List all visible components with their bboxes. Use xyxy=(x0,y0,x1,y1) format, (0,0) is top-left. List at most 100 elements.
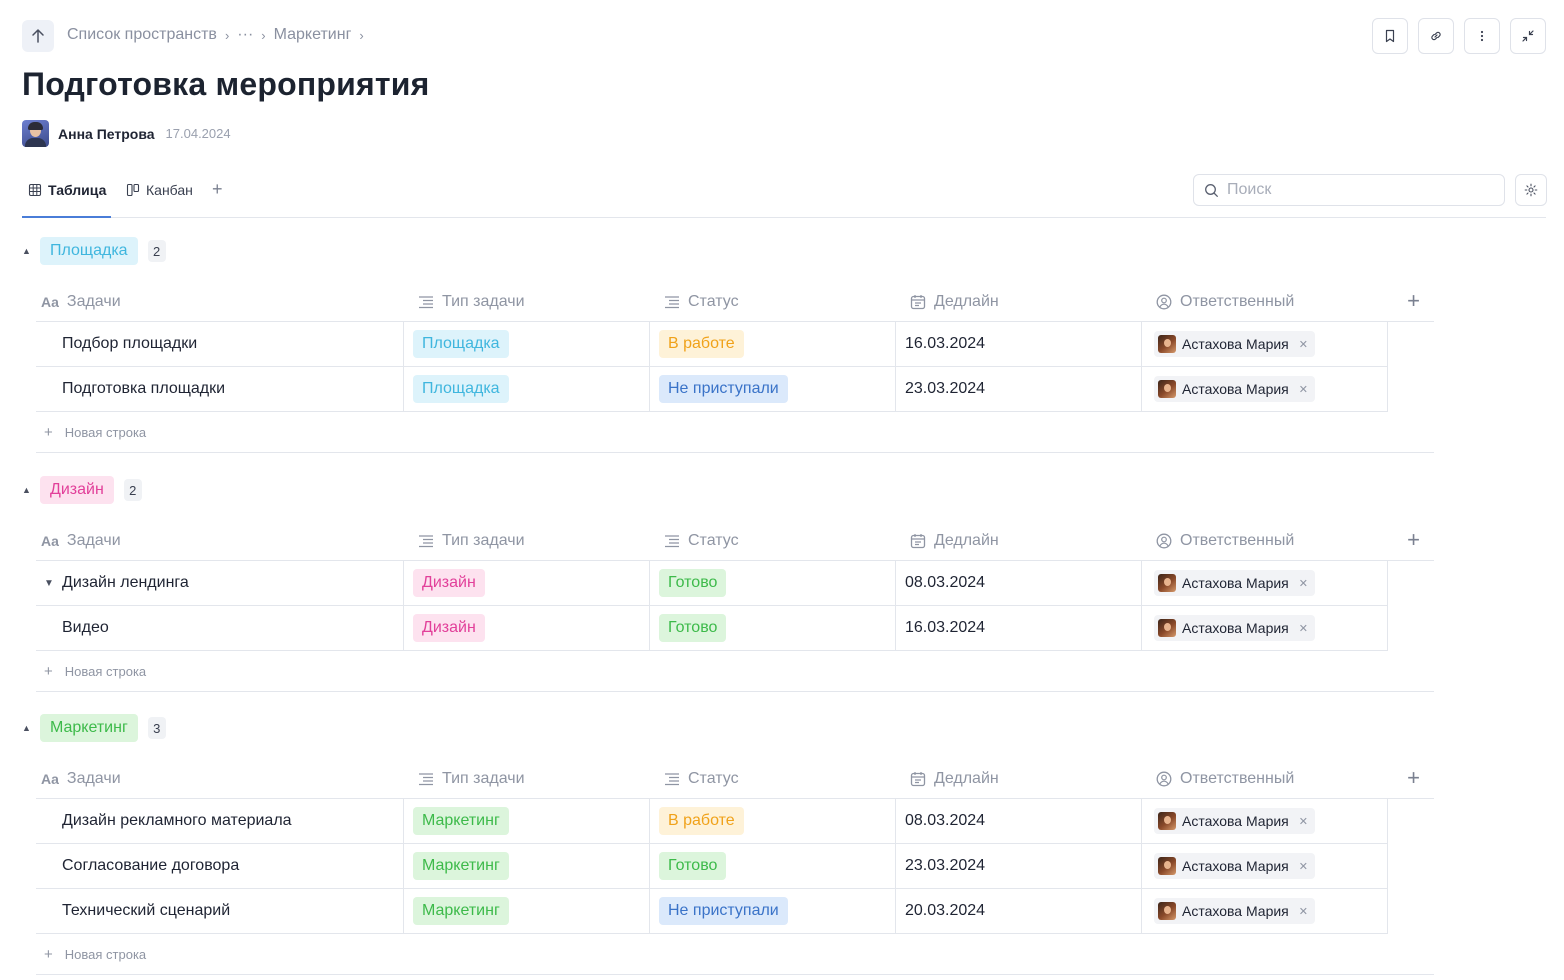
add-row-button[interactable]: + Новая строка xyxy=(36,412,1434,453)
task-name-cell[interactable]: Подбор площадки xyxy=(36,322,404,366)
collapse-caret-icon[interactable]: ▲ xyxy=(22,723,31,733)
column-header-status[interactable]: Статус xyxy=(664,521,739,561)
task-name-cell[interactable]: Технический сценарий xyxy=(36,889,404,933)
column-header-tasks[interactable]: Aa Задачи xyxy=(41,521,121,561)
table-row[interactable]: Технический сценарий Маркетинг Не приступа… xyxy=(36,889,1388,934)
column-header-status[interactable]: Статус xyxy=(664,759,739,799)
deadline-cell[interactable]: 23.03.2024 xyxy=(895,844,1142,888)
task-name-cell[interactable]: Согласование договора xyxy=(36,844,404,888)
column-header-type[interactable]: Тип задачи xyxy=(418,759,525,799)
status-cell[interactable]: Готово xyxy=(649,606,896,650)
group-tag[interactable]: Площадка xyxy=(40,237,138,265)
task-name-cell[interactable]: Видео xyxy=(36,606,404,650)
remove-assignee-icon[interactable]: ✕ xyxy=(1298,383,1308,396)
add-row-button[interactable]: + Новая строка xyxy=(36,934,1434,975)
group-tag[interactable]: Маркетинг xyxy=(40,714,138,742)
assignee-avatar xyxy=(1158,380,1176,398)
breadcrumb-item-marketing[interactable]: Маркетинг xyxy=(273,26,352,43)
column-header-type[interactable]: Тип задачи xyxy=(418,521,525,561)
collapse-button[interactable] xyxy=(1510,18,1546,54)
add-row-button[interactable]: + Новая строка xyxy=(36,651,1434,692)
column-header-deadline[interactable]: Дедлайн xyxy=(910,521,999,561)
table-row[interactable]: Видео Дизайн Готово 16.03.2024 Астахова Мари… xyxy=(36,606,1388,651)
expand-subtasks-icon[interactable]: ▼ xyxy=(44,577,54,589)
bookmark-button[interactable] xyxy=(1372,18,1408,54)
table-row[interactable]: Дизайн рекламного материала Маркетинг В ра… xyxy=(36,799,1388,844)
task-type-chip: Дизайн xyxy=(413,569,485,597)
assignee-cell[interactable]: Астахова Мария ✕ xyxy=(1141,561,1388,605)
search-input[interactable] xyxy=(1227,181,1487,199)
task-type-cell[interactable]: Площадка xyxy=(403,322,650,366)
remove-assignee-icon[interactable]: ✕ xyxy=(1298,815,1308,828)
tab-kanban[interactable]: Канбан xyxy=(126,180,193,200)
table-row[interactable]: Подбор площадки Площадка В работе 16.03.202… xyxy=(36,322,1388,367)
remove-assignee-icon[interactable]: ✕ xyxy=(1298,338,1308,351)
task-name-cell[interactable]: Подготовка площадки xyxy=(36,367,404,411)
deadline-cell[interactable]: 16.03.2024 xyxy=(895,606,1142,650)
table-row[interactable]: ▼ Дизайн лендинга Дизайн Готово 08.03.2024 Ас… xyxy=(36,561,1388,606)
status-cell[interactable]: Не приступали xyxy=(649,367,896,411)
collapse-caret-icon[interactable]: ▲ xyxy=(22,246,31,256)
remove-assignee-icon[interactable]: ✕ xyxy=(1298,577,1308,590)
column-header-tasks[interactable]: Aa Задачи xyxy=(41,282,121,322)
table-row[interactable]: Подготовка площадки Площадка Не приступали… xyxy=(36,367,1388,412)
column-header-assignee[interactable]: Ответственный xyxy=(1156,521,1294,561)
table-row[interactable]: Согласование договора Маркетинг Готово 23.0… xyxy=(36,844,1388,889)
more-menu-button[interactable] xyxy=(1464,18,1500,54)
task-name-cell[interactable]: Дизайн рекламного материала xyxy=(36,799,404,843)
task-type-cell[interactable]: Маркетинг xyxy=(403,799,650,843)
deadline-cell[interactable]: 08.03.2024 xyxy=(895,561,1142,605)
copy-link-button[interactable] xyxy=(1418,18,1454,54)
task-type-cell[interactable]: Дизайн xyxy=(403,561,650,605)
remove-assignee-icon[interactable]: ✕ xyxy=(1298,905,1308,918)
status-cell[interactable]: В работе xyxy=(649,322,896,366)
assignee-cell[interactable]: Астахова Мария ✕ xyxy=(1141,889,1388,933)
column-header-assignee[interactable]: Ответственный xyxy=(1156,759,1294,799)
group-tag[interactable]: Дизайн xyxy=(40,476,114,504)
assignee-cell[interactable]: Астахова Мария ✕ xyxy=(1141,606,1388,650)
column-header-deadline[interactable]: Дедлайн xyxy=(910,759,999,799)
column-header-assignee[interactable]: Ответственный xyxy=(1156,282,1294,322)
author-name[interactable]: Анна Петрова xyxy=(58,125,155,142)
assignee-cell[interactable]: Астахова Мария ✕ xyxy=(1141,322,1388,366)
breadcrumb-ellipsis[interactable]: ··· xyxy=(237,26,254,43)
assignee-chip: Астахова Мария ✕ xyxy=(1154,376,1315,402)
assignee-cell[interactable]: Астахова Мария ✕ xyxy=(1141,799,1388,843)
deadline-cell[interactable]: 20.03.2024 xyxy=(895,889,1142,933)
remove-assignee-icon[interactable]: ✕ xyxy=(1298,622,1308,635)
add-column-button[interactable]: + xyxy=(1407,527,1420,552)
tab-table[interactable]: Таблица xyxy=(28,180,106,200)
task-type-cell[interactable]: Маркетинг xyxy=(403,889,650,933)
table-settings-button[interactable] xyxy=(1515,174,1547,206)
assignee-cell[interactable]: Астахова Мария ✕ xyxy=(1141,844,1388,888)
task-type-cell[interactable]: Площадка xyxy=(403,367,650,411)
search-box[interactable] xyxy=(1193,174,1505,206)
user-circle-icon xyxy=(1156,294,1172,310)
assignee-avatar xyxy=(1158,574,1176,592)
task-name: Дизайн рекламного материала xyxy=(62,812,292,829)
add-column-button[interactable]: + xyxy=(1407,765,1420,790)
status-cell[interactable]: Не приступали xyxy=(649,889,896,933)
column-label: Тип задачи xyxy=(442,770,525,787)
column-header-tasks[interactable]: Aa Задачи xyxy=(41,759,121,799)
column-header-deadline[interactable]: Дедлайн xyxy=(910,282,999,322)
deadline-cell[interactable]: 23.03.2024 xyxy=(895,367,1142,411)
task-name-cell[interactable]: ▼ Дизайн лендинга xyxy=(36,561,404,605)
add-view-button[interactable]: + xyxy=(212,179,223,199)
status-cell[interactable]: Готово xyxy=(649,561,896,605)
status-cell[interactable]: В работе xyxy=(649,799,896,843)
go-up-button[interactable] xyxy=(22,20,54,52)
assignee-cell[interactable]: Астахова Мария ✕ xyxy=(1141,367,1388,411)
task-type-cell[interactable]: Маркетинг xyxy=(403,844,650,888)
deadline-cell[interactable]: 16.03.2024 xyxy=(895,322,1142,366)
collapse-caret-icon[interactable]: ▲ xyxy=(22,485,31,495)
add-column-button[interactable]: + xyxy=(1407,288,1420,313)
breadcrumb-item-spaces[interactable]: Список пространств xyxy=(67,26,217,43)
column-header-status[interactable]: Статус xyxy=(664,282,739,322)
remove-assignee-icon[interactable]: ✕ xyxy=(1298,860,1308,873)
column-header-type[interactable]: Тип задачи xyxy=(418,282,525,322)
deadline-value: 08.03.2024 xyxy=(905,812,986,829)
task-type-cell[interactable]: Дизайн xyxy=(403,606,650,650)
status-cell[interactable]: Готово xyxy=(649,844,896,888)
deadline-cell[interactable]: 08.03.2024 xyxy=(895,799,1142,843)
